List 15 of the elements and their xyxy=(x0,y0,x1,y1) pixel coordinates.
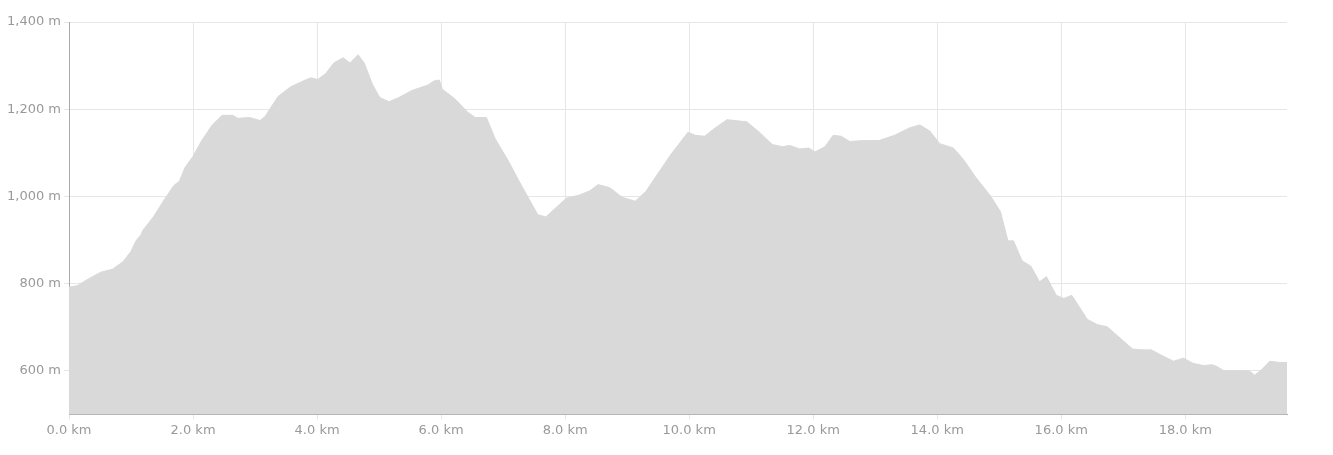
x-tick-label: 8.0 km xyxy=(542,421,588,437)
x-tick-label: 0.0 km xyxy=(46,421,92,437)
y-tick-label: 1,200 m xyxy=(7,100,62,116)
x-tick-label: 18.0 km xyxy=(1158,421,1212,437)
y-tick-label: 1,000 m xyxy=(7,187,62,203)
y-tick-label: 1,400 m xyxy=(7,13,62,29)
x-tick-label: 16.0 km xyxy=(1034,421,1088,437)
y-tick-label: 800 m xyxy=(19,274,62,290)
x-tick-label: 12.0 km xyxy=(786,421,840,437)
y-tick-label: 600 m xyxy=(19,362,62,378)
x-tick-label: 4.0 km xyxy=(294,421,340,437)
x-tick-label: 2.0 km xyxy=(170,421,216,437)
x-tick-label: 10.0 km xyxy=(662,421,716,437)
x-tick-label: 6.0 km xyxy=(418,421,464,437)
x-tick-label: 14.0 km xyxy=(910,421,964,437)
